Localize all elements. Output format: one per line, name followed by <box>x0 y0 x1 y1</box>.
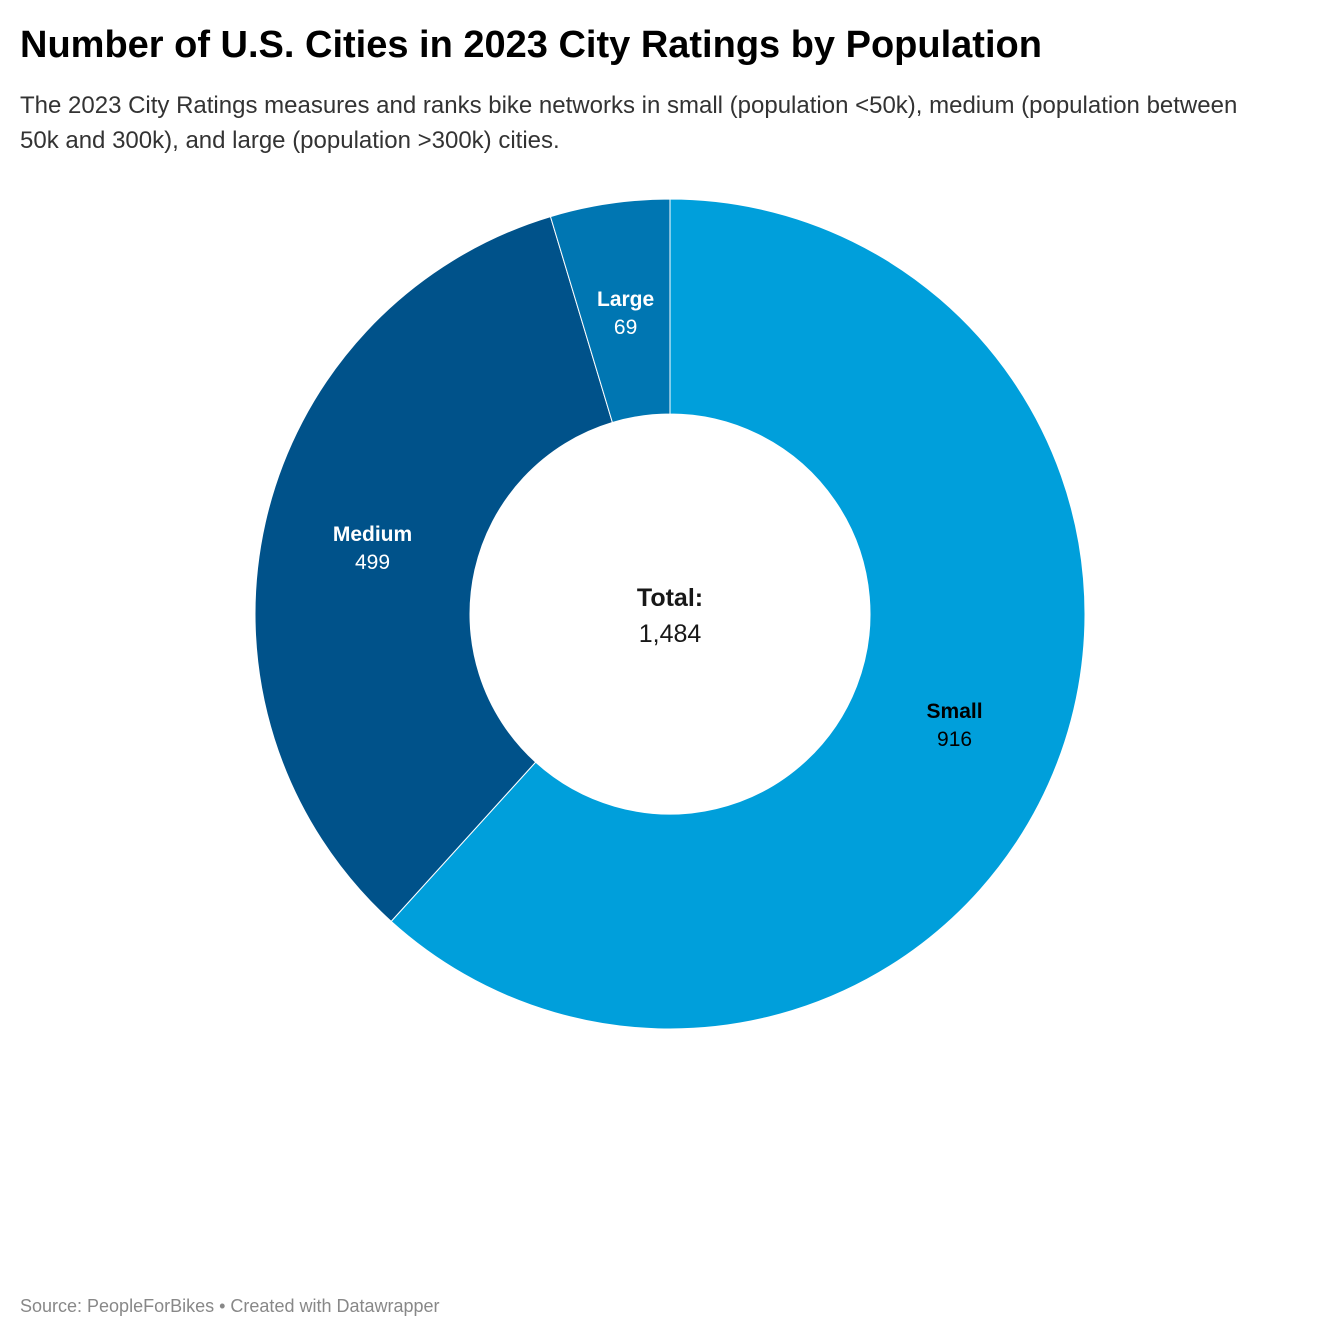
slice-value-large: 69 <box>614 316 637 339</box>
source-note: Source: PeopleForBikes <box>20 1296 215 1316</box>
donut-slices <box>254 198 1086 1030</box>
slice-labels: Small 916 Medium 499 Large 69 <box>333 288 983 751</box>
center-total-value: 1,484 <box>639 620 702 648</box>
slice-small[interactable] <box>390 198 1086 1030</box>
slice-large[interactable] <box>549 198 671 424</box>
slice-medium[interactable] <box>254 215 614 923</box>
slice-value-medium: 499 <box>355 551 390 574</box>
chart-footer: Source: PeopleForBikes • Created with Da… <box>20 1294 440 1318</box>
credit-link[interactable]: Created with Datawrapper <box>230 1296 440 1316</box>
center-total-label: Total: <box>637 584 703 612</box>
slice-label-large: Large <box>597 288 654 311</box>
footer-separator: • <box>214 1296 231 1316</box>
slice-label-small: Small <box>927 700 983 723</box>
slice-value-small: 916 <box>937 728 972 751</box>
chart-title: Number of U.S. Cities in 2023 City Ratin… <box>20 24 1042 66</box>
chart-subtitle: The 2023 City Ratings measures and ranks… <box>20 92 1238 154</box>
slice-label-medium: Medium <box>333 523 412 546</box>
